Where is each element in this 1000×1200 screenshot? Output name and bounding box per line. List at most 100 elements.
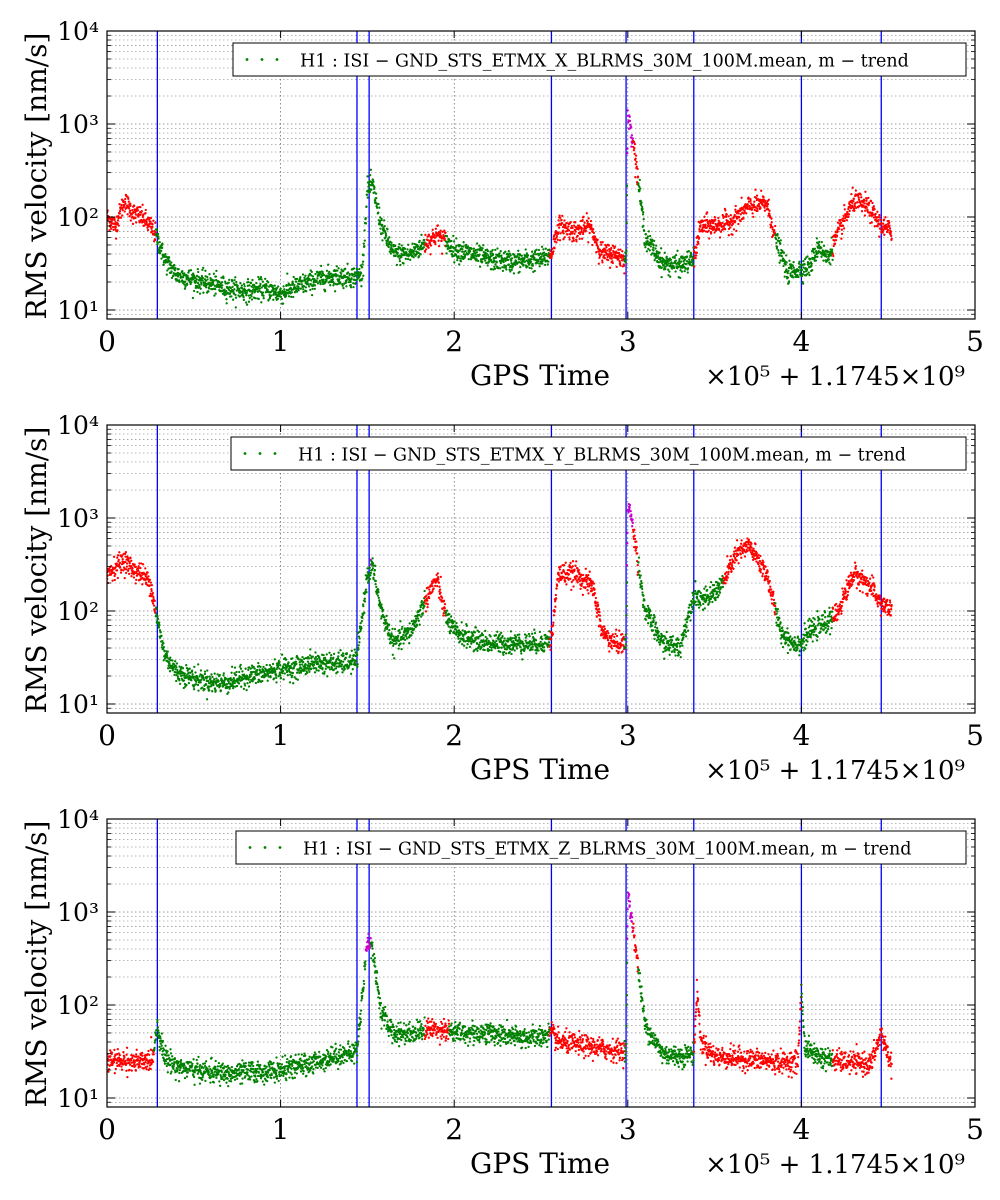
data-point <box>113 219 116 222</box>
data-point <box>290 291 294 294</box>
data-point <box>340 660 343 663</box>
data-point <box>421 612 425 615</box>
data-point <box>841 224 845 227</box>
data-point <box>766 205 769 208</box>
data-point <box>323 670 326 673</box>
data-point <box>319 664 323 668</box>
data-point <box>342 269 345 273</box>
data-point <box>342 660 345 663</box>
data-point <box>802 270 806 274</box>
data-point <box>727 234 730 237</box>
data-point <box>167 267 170 270</box>
data-point <box>402 642 405 645</box>
data-point <box>140 574 143 577</box>
data-point <box>495 639 498 643</box>
data-point <box>214 292 217 295</box>
data-point <box>203 670 207 673</box>
data-point <box>494 248 497 252</box>
data-point <box>502 252 506 255</box>
data-point <box>220 281 224 284</box>
data-point <box>234 293 237 297</box>
data-point <box>846 211 849 214</box>
data-point <box>560 218 563 222</box>
data-point <box>383 629 386 632</box>
data-point <box>203 687 206 691</box>
data-point <box>131 215 134 218</box>
data-point <box>175 679 178 683</box>
data-point <box>286 272 289 275</box>
data-point <box>626 147 629 150</box>
data-point <box>694 256 697 260</box>
data-point <box>344 267 347 270</box>
data-point <box>658 256 662 259</box>
data-point <box>110 220 113 223</box>
data-point <box>544 247 547 250</box>
data-point <box>634 154 638 157</box>
data-point <box>213 678 216 681</box>
data-point <box>504 264 508 268</box>
data-point <box>360 266 364 269</box>
data-point <box>567 229 571 232</box>
data-point <box>195 278 198 281</box>
data-point <box>198 285 201 288</box>
data-point <box>829 254 833 257</box>
data-point <box>324 667 327 671</box>
data-point <box>648 234 652 238</box>
data-point <box>840 228 844 231</box>
data-point <box>756 209 759 213</box>
data-point <box>679 269 682 272</box>
data-point <box>242 298 246 302</box>
data-point <box>489 635 492 638</box>
data-point <box>371 562 375 565</box>
data-point <box>664 265 667 268</box>
data-point <box>853 205 857 208</box>
data-point <box>559 216 562 219</box>
data-point <box>140 562 143 565</box>
data-point <box>311 287 314 291</box>
data-point <box>185 683 188 687</box>
data-point <box>431 590 434 593</box>
data-point <box>581 218 584 222</box>
data-point <box>601 241 604 244</box>
data-point <box>124 202 127 205</box>
data-point <box>374 200 377 203</box>
data-point <box>178 280 181 284</box>
data-point <box>391 653 394 656</box>
data-point <box>308 670 311 673</box>
data-point <box>499 267 502 270</box>
data-point <box>863 214 867 217</box>
data-point <box>491 248 494 252</box>
data-point <box>555 234 559 238</box>
data-point <box>256 680 260 684</box>
data-point <box>774 224 777 228</box>
data-point <box>429 253 432 256</box>
data-point <box>815 237 819 240</box>
data-point <box>258 287 261 290</box>
data-point <box>368 190 372 193</box>
data-point <box>450 239 453 243</box>
data-point <box>476 649 479 652</box>
data-point <box>717 219 720 222</box>
data-point <box>319 264 323 268</box>
data-point <box>606 258 610 262</box>
data-point <box>370 188 373 191</box>
data-point <box>138 562 141 565</box>
data-point <box>493 260 496 263</box>
data-point <box>809 257 812 261</box>
data-point <box>244 301 248 304</box>
data-point <box>508 252 511 255</box>
data-point <box>468 645 472 649</box>
data-point <box>456 249 459 252</box>
data-point <box>279 674 282 677</box>
data-point <box>190 679 193 682</box>
data-point <box>808 273 811 277</box>
data-point <box>476 259 480 263</box>
data-point <box>798 266 802 269</box>
data-point <box>230 678 234 681</box>
data-point <box>239 282 242 285</box>
data-point <box>132 576 136 579</box>
data-point <box>307 657 311 660</box>
y-tick-label: 10² <box>57 203 99 232</box>
data-point <box>829 263 832 266</box>
data-point <box>443 602 447 606</box>
